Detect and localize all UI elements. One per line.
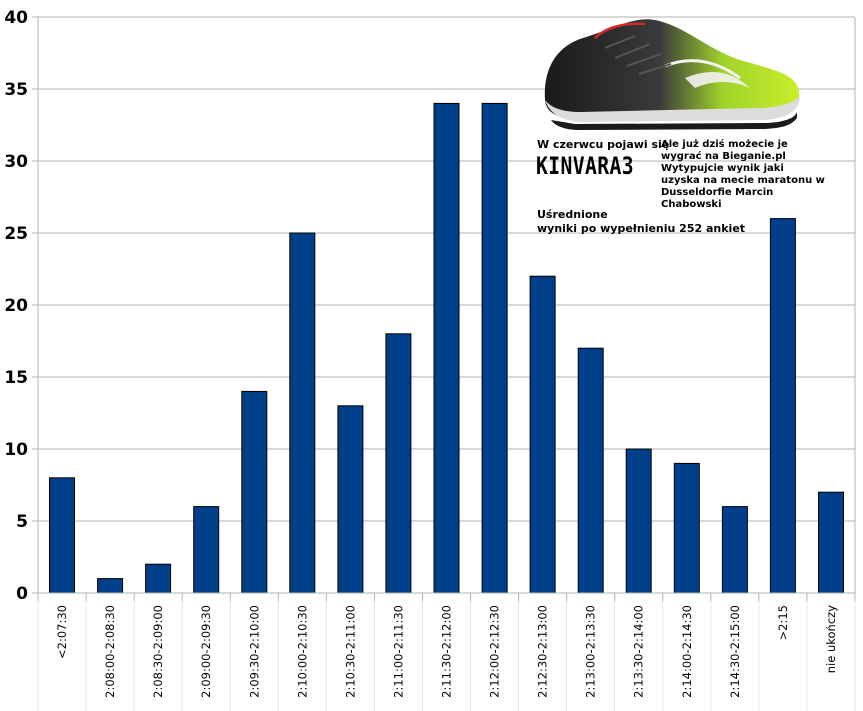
y-tick-label: 40 bbox=[4, 8, 28, 28]
y-tick-label: 20 bbox=[4, 296, 28, 316]
promo-note-line2: wyniki po wypełnieniu 252 ankiet bbox=[537, 222, 746, 235]
bar bbox=[337, 405, 364, 594]
bar bbox=[241, 390, 268, 594]
y-tick-label: 0 bbox=[16, 584, 28, 604]
y-tick-label: 35 bbox=[4, 80, 28, 100]
bar bbox=[481, 102, 508, 594]
x-tick-label: 2:10:00-2:10:30 bbox=[295, 605, 309, 698]
bar bbox=[193, 506, 220, 594]
x-tick-label: nie ukończy bbox=[824, 605, 838, 673]
x-tick-label: >2:15 bbox=[776, 605, 790, 640]
promo-line1: W czerwcu pojawi się bbox=[537, 138, 670, 151]
y-tick-label: 25 bbox=[4, 224, 28, 244]
promo-brand: KINVARA3 bbox=[536, 152, 635, 180]
promo-side-text: Ale już dziś możecie je wygrać na Biegan… bbox=[661, 139, 825, 210]
x-tick-label: 2:09:30-2:10:00 bbox=[247, 605, 261, 698]
x-tick-label: 2:09:00-2:09:30 bbox=[199, 605, 213, 698]
promo-note-line1: Uśrednione bbox=[537, 208, 608, 221]
promo-note: Uśrednione wyniki po wypełnieniu 252 ank… bbox=[537, 208, 745, 236]
bar bbox=[385, 333, 412, 594]
bar bbox=[145, 563, 172, 594]
bar bbox=[818, 491, 844, 594]
bar bbox=[49, 477, 75, 594]
bar bbox=[529, 275, 556, 594]
x-tick-label: 2:11:00-2:11:30 bbox=[391, 605, 405, 698]
x-tick-label: 2:13:30-2:14:00 bbox=[632, 605, 646, 698]
x-tick-label: 2:14:00-2:14:30 bbox=[680, 605, 694, 698]
x-tick-label: 2:11:30-2:12:00 bbox=[440, 605, 454, 698]
bar bbox=[97, 578, 124, 594]
y-tick-label: 15 bbox=[4, 368, 28, 388]
x-tick-label: 2:08:30-2:09:00 bbox=[151, 605, 165, 698]
y-tick-label: 5 bbox=[16, 512, 28, 532]
axes bbox=[32, 16, 856, 711]
bars bbox=[49, 102, 844, 594]
promo-overlay: W czerwcu pojawi się KINVARA3 Ale już dz… bbox=[533, 8, 833, 248]
bar bbox=[433, 102, 460, 594]
x-tick-label: 2:14:30-2:15:00 bbox=[728, 605, 742, 698]
y-tick-label: 10 bbox=[4, 440, 28, 460]
x-tick-label: 2:12:30-2:13:00 bbox=[536, 605, 550, 698]
bar bbox=[577, 347, 604, 594]
y-tick-label: 30 bbox=[4, 152, 28, 172]
x-tick-label: 2:13:00-2:13:30 bbox=[584, 605, 598, 698]
bar bbox=[625, 448, 652, 594]
running-shoe-image bbox=[544, 19, 800, 130]
x-tick-label: <2:07:30 bbox=[55, 605, 69, 659]
bar bbox=[721, 506, 748, 594]
x-tick-label: 2:12:00-2:12:30 bbox=[488, 605, 502, 698]
bar bbox=[289, 232, 316, 594]
x-tick-labels: <2:07:30 2:08:00-2:08:30 2:08:30-2:09:00 2:… bbox=[55, 605, 838, 698]
bar bbox=[769, 218, 796, 594]
x-tick-label: 2:08:00-2:08:30 bbox=[103, 605, 117, 698]
x-tick-label: 2:10:30-2:11:00 bbox=[343, 605, 357, 698]
y-tick-labels: 0 5 10 15 20 25 30 35 40 bbox=[4, 8, 28, 604]
bar bbox=[673, 462, 700, 594]
